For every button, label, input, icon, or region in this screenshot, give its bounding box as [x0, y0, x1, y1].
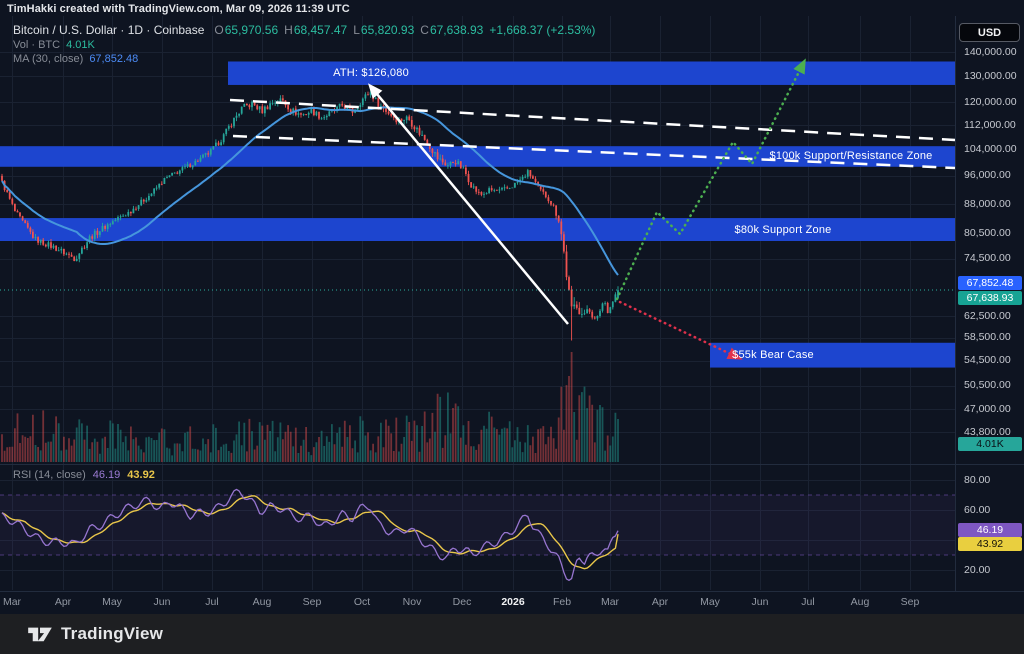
month-label: Dec [452, 596, 472, 608]
rsi-pane [0, 488, 955, 581]
price-tick: 88,000.00 [964, 197, 1011, 210]
month-label: May [700, 596, 720, 608]
footer-bar: TradingView [0, 614, 1024, 654]
ohlc-o: O 65,970.56 [214, 23, 279, 37]
price-tick: 104,000.00 [964, 142, 1017, 155]
rsi-tick: 80.00 [964, 473, 991, 486]
tradingview-logo[interactable]: TradingView [27, 624, 163, 644]
price-tick: 43,800.00 [964, 425, 1011, 438]
price-axis[interactable]: USD 140,000.00 130,000.00 120,000.00 112,00… [955, 16, 1024, 591]
rsi-ma-value: 43.92 [127, 469, 155, 481]
month-label: May [102, 596, 122, 608]
month-label: Jun [751, 596, 769, 608]
ma-price-badge: 67,852.48 [958, 276, 1022, 290]
month-label: Apr [651, 596, 669, 608]
rsi-indicator-row[interactable]: RSI (14, close) 46.19 43.92 [13, 469, 155, 481]
month-label: Feb [552, 596, 572, 608]
zone-rect-2 [0, 218, 955, 241]
attribution-text: TimHakki created with TradingView.com, M… [7, 3, 350, 15]
month-label: Sep [302, 596, 322, 608]
zone-rect-0 [228, 61, 955, 85]
month-label: Mar [2, 596, 22, 608]
ma-value: 67,852.48 [89, 52, 139, 65]
support-100k-zone-label[interactable]: $100k Support/Resistance Zone [769, 150, 933, 163]
rsi-tick: 20.00 [964, 563, 991, 576]
price-tick: 50,500.00 [964, 379, 1011, 392]
month-label: Mar [600, 596, 620, 608]
price-tick: 140,000.00 [964, 45, 1017, 58]
rsi-ma-line [1, 495, 619, 570]
trendline-lower [232, 134, 956, 170]
rsi-value: 46.19 [92, 469, 121, 481]
decline-arrow [368, 83, 569, 325]
drawing-annotations[interactable] [229, 58, 956, 360]
zone-rect-3 [710, 342, 955, 368]
month-label: Jul [801, 596, 815, 608]
bear-projection-arrow [618, 300, 743, 360]
month-label: Jul [205, 596, 219, 608]
tradingview-wordmark: TradingView [61, 624, 164, 643]
symbol-title[interactable]: Bitcoin / U.S. Dollar · 1D · Coinbase [13, 23, 205, 37]
bear-case-zone-label[interactable]: $55k Bear Case [732, 349, 814, 362]
price-tick: 58,500.00 [964, 331, 1011, 344]
ohlc-values: O 65,970.56 H 68,457.47 L 65,820.93 C 67,638.93 [214, 23, 483, 37]
price-tick: 96,000.00 [964, 169, 1011, 182]
currency-button[interactable]: USD [959, 23, 1020, 42]
ma-label: MA (30, close) [13, 52, 84, 65]
rsi-badge: 46.19 [958, 523, 1022, 537]
ohlc-l: L 65,820.93 [353, 23, 415, 37]
month-label: Apr [54, 596, 72, 608]
rsi-label: RSI (14, close) [13, 469, 86, 481]
month-label: 2026 [501, 596, 525, 608]
change-value: +1,668.37 (+2.53%) [489, 23, 596, 37]
month-label: Aug [252, 596, 272, 608]
volume-indicator-row[interactable]: Vol · BTC 4.01K [13, 38, 595, 51]
ohlc-c: C 67,638.93 [420, 23, 484, 37]
last-price-badge: 67,638.93 [958, 290, 1022, 305]
rsi-tick: 60.00 [964, 503, 991, 516]
rsi-line [1, 488, 619, 581]
ohlc-h: H 68,457.47 [284, 23, 348, 37]
tradingview-logo-icon [28, 627, 52, 642]
price-tick: 62,500.00 [964, 309, 1011, 322]
price-tick: 80,500.00 [964, 226, 1011, 239]
price-tick: 120,000.00 [964, 95, 1017, 108]
price-tick: 112,000.00 [964, 118, 1016, 131]
volume-value: 4.01K [66, 38, 95, 51]
time-axis[interactable]: Mar Apr May Jun Jul Aug Sep Oct Nov Dec 2026 Feb Mar… [0, 591, 1024, 614]
candlestick-series [1, 86, 619, 341]
volume-label: Vol · BTC [13, 38, 61, 51]
rsi-ma-badge: 43.92 [958, 536, 1022, 551]
ma-indicator-row[interactable]: MA (30, close) 67,852.48 [13, 52, 595, 65]
price-tick: 74,500.00 [964, 252, 1011, 265]
ath-zone-label[interactable]: ATH: $126,080 [333, 67, 409, 80]
trendline-upper [229, 98, 956, 142]
month-label: Jun [153, 596, 171, 608]
bull-projection-arrow [615, 58, 806, 301]
price-tick: 54,500.00 [964, 354, 1011, 367]
month-label: Aug [850, 596, 870, 608]
month-label: Nov [402, 596, 422, 608]
ma-line[interactable] [1, 106, 619, 276]
volume-series [1, 352, 619, 462]
month-label: Sep [900, 596, 920, 608]
month-label: Oct [353, 596, 371, 608]
price-tick: 130,000.00 [964, 69, 1017, 82]
volume-badge: 4.01K [958, 437, 1022, 451]
price-tick: 47,000.00 [964, 402, 1011, 415]
support-80k-zone-label[interactable]: $80k Support Zone [734, 223, 832, 236]
